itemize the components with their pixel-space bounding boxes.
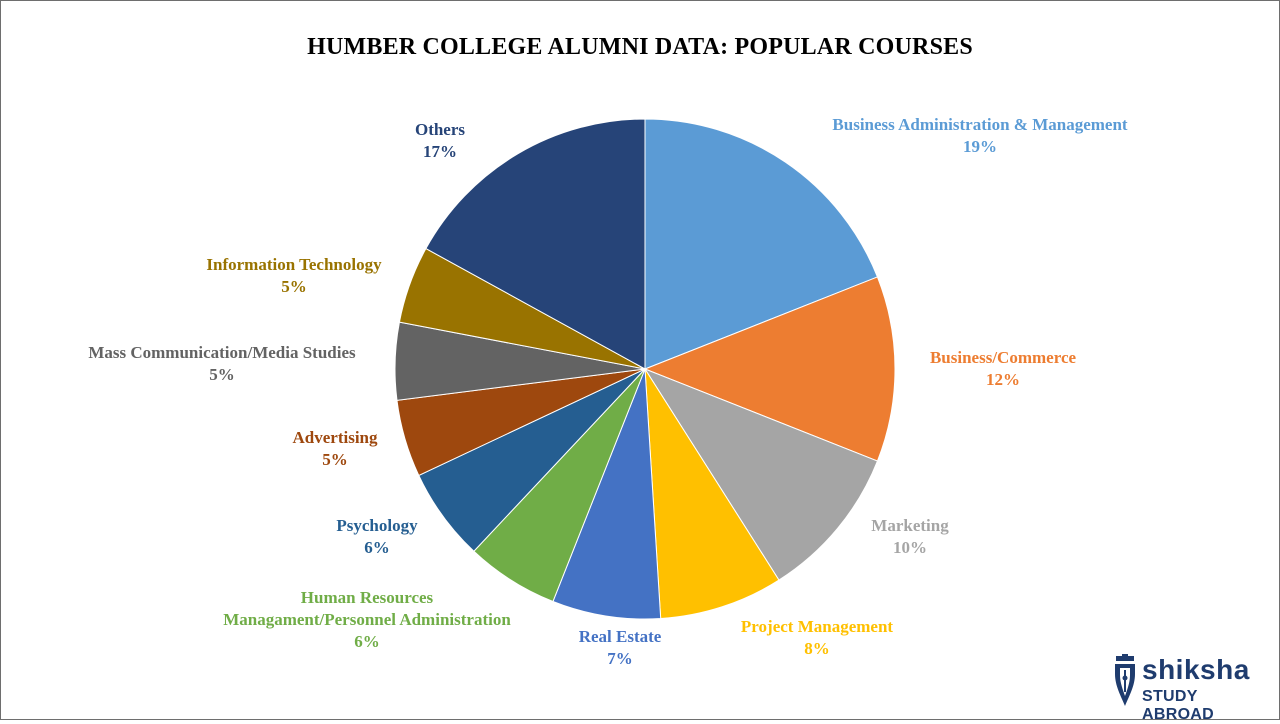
slice-value-label: 17% [423,142,457,161]
slice-value-label: 12% [986,370,1020,389]
slice-label-psychology: Psychology 6% [336,516,418,557]
slice-category-label: Psychology [336,516,418,535]
slice-category-label: Information Technology [206,255,382,274]
slice-category-label: Marketing [871,516,949,535]
pie-slice-project-management [644,368,780,620]
pie-slice-real-estate [552,368,662,620]
slice-category-label: Others [415,120,465,139]
slice-category-label: Real Estate [579,627,662,646]
pie-slice-others [425,118,646,370]
slice-label-project-management: Project Management 8% [741,617,893,658]
slice-label-human-resources-managament-personnel-administration: Human Resources Managament/Personnel Admi… [223,588,511,651]
slice-value-label: 5% [281,277,307,296]
slice-value-label: 5% [322,450,348,469]
logo-wordmark: shiksha [1142,654,1250,685]
slice-category-label: Business Administration & Management [832,115,1127,134]
shiksha-logo: shiksha STUDY ABROAD [1112,652,1262,723]
slice-value-label: 6% [364,538,390,557]
slice-label-real-estate: Real Estate 7% [579,627,662,668]
slice-value-label: 5% [209,365,235,384]
slice-value-label: 19% [963,137,997,156]
slice-label-advertising: Advertising 5% [293,428,379,469]
slice-label-others: Others 17% [415,120,465,161]
logo-tagline: STUDY ABROAD [1142,688,1215,723]
slice-label-mass-communication-media-studies: Mass Communication/Media Studies 5% [88,343,356,384]
slice-label-business-commerce: Business/Commerce 12% [930,348,1077,389]
slice-value-label: 10% [893,538,927,557]
pie-slice-marketing [643,367,879,581]
slice-label-marketing: Marketing 10% [871,516,949,557]
slice-value-label: 7% [607,649,633,668]
slice-label-information-technology: Information Technology 5% [206,255,382,296]
slice-category-label: Business/Commerce [930,348,1077,367]
pie-slice-business-commerce [643,276,896,462]
slice-category-label: Mass Communication/Media Studies [88,343,356,362]
chart-title: HUMBER COLLEGE ALUMNI DATA: POPULAR COUR… [307,34,973,60]
pen-nib-icon [1115,654,1135,706]
slice-category-label: Managament/Personnel Administration [223,610,511,629]
pie-slice-business-administration-management [644,118,879,370]
slice-category-label: Project Management [741,617,893,636]
slice-value-label: 8% [804,639,830,658]
slice-category-label: Human Resources [301,588,434,607]
slice-label-business-administration-management: Business Administration & Management 19% [832,115,1127,156]
slice-category-label: Advertising [293,428,379,447]
slice-value-label: 6% [354,632,380,651]
